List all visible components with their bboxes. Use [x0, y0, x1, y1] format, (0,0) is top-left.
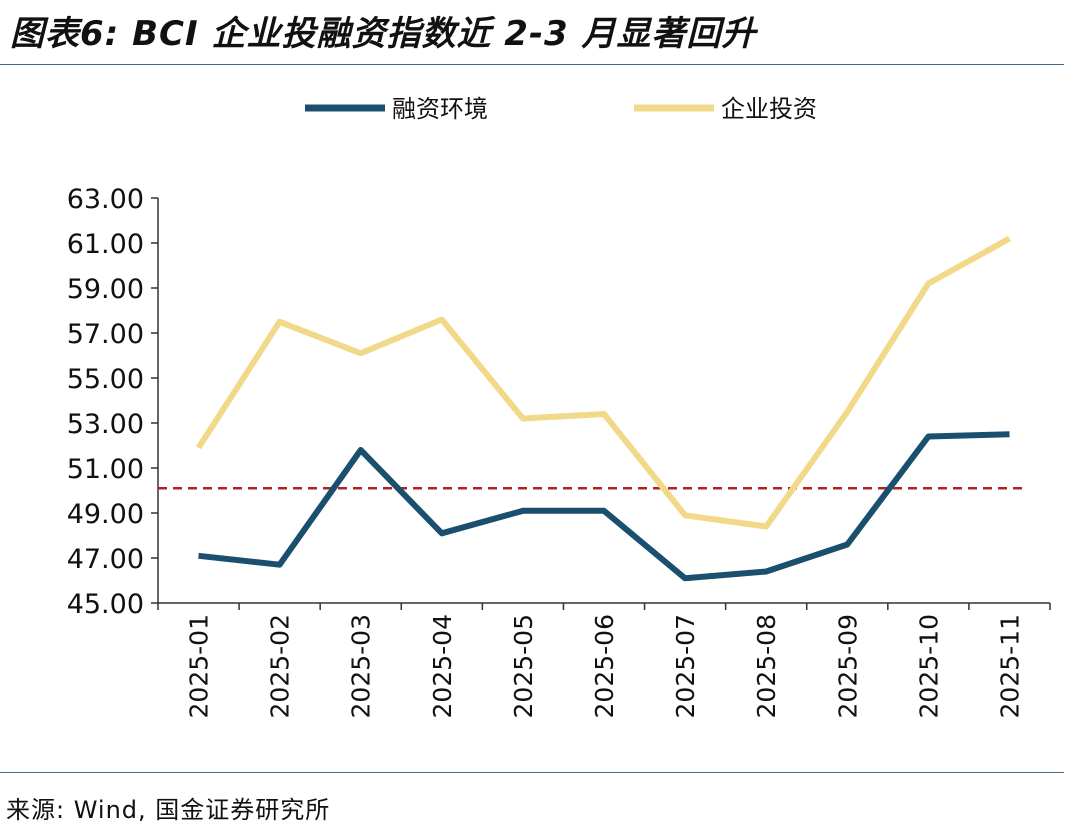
source-note: 来源: Wind, 国金证券研究所: [6, 796, 331, 824]
x-tick-label: 2025-08: [752, 614, 781, 718]
x-tick-label: 2025-01: [185, 614, 214, 718]
y-tick-label: 45.00: [67, 589, 144, 620]
title-rule: [0, 64, 1064, 65]
x-tick-label: 2025-07: [671, 614, 700, 718]
x-tick-label: 2025-03: [347, 614, 376, 718]
source-rule: [0, 772, 1064, 773]
y-tick-label: 51.00: [67, 454, 144, 485]
x-tick-label: 2025-02: [266, 614, 295, 718]
y-tick-label: 55.00: [67, 364, 144, 395]
line-chart: 45.00 47.00 49.00 51.00 53.00 55.00 57.00 59.00…: [67, 95, 1051, 718]
legend-financing-label: 融资环境: [392, 95, 488, 123]
x-tick-label: 2025-06: [590, 614, 619, 718]
x-tick-label: 2025-09: [833, 614, 862, 718]
y-tick-label: 49.00: [67, 499, 144, 530]
x-tick-label: 2025-04: [428, 614, 457, 718]
x-tick-label: 2025-11: [995, 614, 1024, 718]
y-tick-label: 59.00: [67, 274, 144, 305]
y-tick-label: 61.00: [67, 229, 144, 260]
y-tick-label: 47.00: [67, 544, 144, 575]
y-tick-label: 57.00: [67, 319, 144, 350]
figure-title: 图表6: BCI 企业投融资指数近 2-3 月显著回升: [10, 14, 757, 54]
series-line-investment: [195, 235, 1011, 530]
y-tick-label: 63.00: [67, 184, 144, 215]
y-tick-label: 53.00: [67, 409, 144, 440]
x-tick-label: 2025-10: [914, 614, 943, 718]
series-line-financing: [198, 431, 1010, 582]
x-tick-label: 2025-05: [509, 614, 538, 718]
legend-investment-label: 企业投资: [721, 95, 817, 123]
